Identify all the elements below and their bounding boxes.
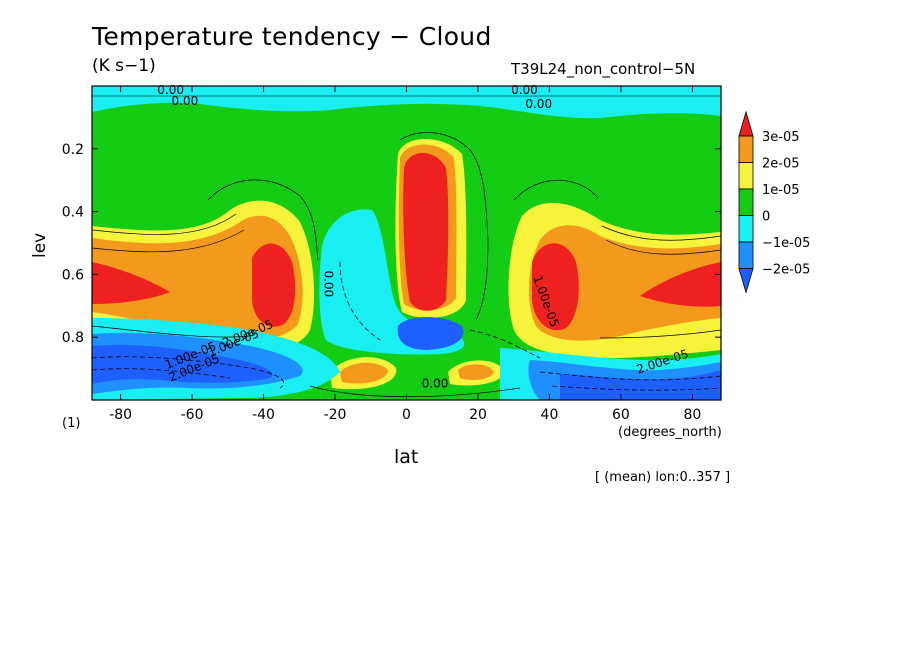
region-south-red — [252, 243, 296, 327]
colorbar-label: −1e-05 — [762, 236, 810, 251]
colorbar-label: 3e-05 — [762, 130, 800, 145]
y-tick-label: 0.6 — [62, 267, 84, 283]
colorbar-segment — [738, 188, 754, 216]
contour-label: 0.00 — [172, 94, 199, 108]
colorbar-label: 0 — [762, 210, 770, 225]
x-tick-label: 0 — [402, 407, 411, 423]
negative-contour-lines — [92, 261, 721, 391]
colorbar-segment — [738, 241, 754, 269]
x-tick-label: 60 — [612, 407, 630, 423]
y-axis-units: (1) — [62, 416, 81, 431]
plot-area — [92, 86, 721, 400]
colorbar-segment — [738, 215, 754, 243]
x-tick-label: -80 — [109, 407, 132, 423]
averaging-note: [ (mean) lon:0..357 ] — [595, 470, 731, 485]
contour-label: 0.00 — [525, 97, 552, 111]
colorbar-segment — [738, 162, 754, 190]
x-tick-label: -40 — [252, 407, 275, 423]
region-north-red-edge — [640, 262, 721, 307]
y-tick-label: 0.4 — [62, 205, 84, 221]
region-south-bottom-darkblue — [92, 344, 273, 384]
contour-label: 0.00 — [511, 83, 538, 97]
region-south-orange — [92, 215, 303, 340]
y-tick-label: 0.2 — [62, 142, 84, 158]
y-ticks: 0.2 0.4 0.6 0.8 — [62, 142, 721, 346]
y-tick-label: 0.8 — [62, 330, 84, 346]
x-tick-label: 20 — [469, 407, 487, 423]
x-ticks: -80 -60 -40 -20 0 20 40 60 80 — [109, 86, 701, 423]
x-axis-label: lat — [394, 446, 419, 468]
x-tick-label: 80 — [683, 407, 701, 423]
region-lower-cell-east-orange — [458, 364, 494, 380]
colorbar-bottom-arrow — [738, 268, 754, 294]
run-label: T39L24_non_control−5N — [511, 60, 696, 78]
colorbar-segment — [738, 135, 754, 163]
colorbar-legend: 3e-05 2e-05 1e-05 0 −1e-05 −2e-05 — [738, 110, 810, 294]
contour-label: 0.00 — [422, 376, 449, 390]
region-lens-negative — [397, 317, 464, 350]
region-tropical-negative — [319, 209, 465, 355]
chart-units: (K s−1) — [92, 56, 156, 76]
x-axis-units: (degrees_north) — [618, 425, 722, 440]
contour-lines — [92, 132, 721, 398]
x-tick-label: -20 — [324, 407, 347, 423]
region-equatorial-red — [403, 153, 449, 311]
contour-label: 0.00 — [321, 270, 335, 297]
chart-title: Temperature tendency − Cloud — [92, 22, 492, 51]
colorbar-top-arrow — [738, 110, 754, 137]
colorbar-label: 1e-05 — [762, 183, 800, 198]
contour-label: 0.00 — [157, 83, 184, 97]
colorbar-label: −2e-05 — [762, 263, 810, 278]
region-north-red — [532, 243, 579, 331]
colorbar-label: 2e-05 — [762, 157, 800, 172]
x-tick-label: 40 — [541, 407, 559, 423]
x-tick-label: -60 — [181, 407, 204, 423]
region-south-red-edge — [92, 262, 170, 304]
region-lower-cell-west-orange — [340, 362, 388, 384]
